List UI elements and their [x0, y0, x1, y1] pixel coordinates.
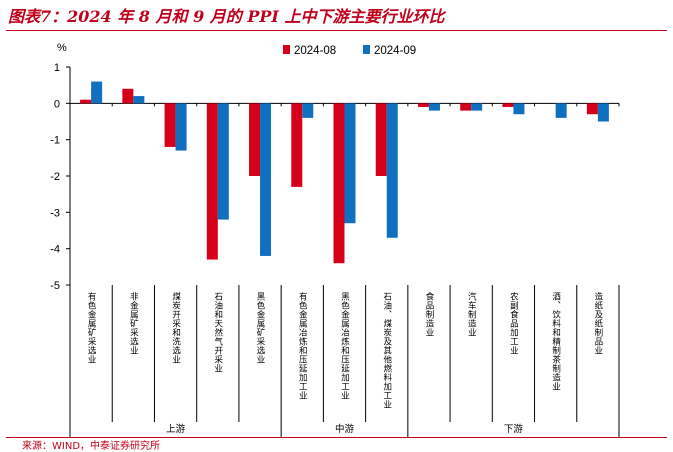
bar-series1	[333, 103, 345, 264]
bar-series2	[133, 96, 145, 104]
x-group-label: 中游	[335, 423, 355, 435]
bar-series2	[302, 103, 314, 118]
legend-swatch	[363, 45, 370, 54]
bar-series1	[417, 103, 429, 107]
chart-title: 图表7：2024 年 8 月和 9 月的 PPI 上中下游主要行业环比	[8, 7, 445, 26]
bar-series2	[260, 103, 272, 256]
bar-series1	[206, 103, 218, 260]
x-category-label: 非金属矿采选业	[128, 291, 138, 355]
legend-swatch	[283, 45, 290, 54]
bar-series1	[502, 103, 514, 107]
bar-series1	[249, 103, 261, 176]
y-axis-unit: %	[57, 42, 67, 54]
bar-series2	[175, 103, 187, 151]
bar-series2	[513, 103, 525, 115]
x-category-label: 酒、饮料和精制茶制造业	[551, 292, 561, 391]
y-tick-label: 0	[54, 98, 60, 110]
x-category-label: 石油、煤炭及其他燃料加工业	[382, 292, 392, 409]
bar-series2	[344, 103, 356, 224]
y-tick-label: -4	[50, 244, 60, 256]
x-category-label: 有色金属冶炼和压延加工业	[297, 291, 307, 400]
bar-series2	[217, 103, 229, 220]
x-category-label: 汽车制造业	[466, 291, 476, 337]
bar-series2	[597, 103, 609, 122]
x-category-label: 黑色金属冶炼和压延加工业	[340, 292, 350, 400]
x-category-label: 黑色金属矿采选业	[255, 292, 265, 364]
bar-series1	[586, 103, 598, 115]
bar-series1	[122, 88, 134, 104]
bar-series2	[386, 103, 398, 238]
legend-label: 2024-08	[294, 45, 336, 57]
y-tick-label: -5	[50, 280, 60, 292]
legend-label: 2024-09	[374, 45, 416, 57]
source-note: 来源：WIND，中泰证券研究所	[22, 441, 161, 452]
x-group-label: 下游	[504, 423, 524, 435]
x-group-label: 上游	[166, 423, 186, 435]
x-category-label: 有色金属矿采选业	[86, 291, 96, 364]
bar-series1	[80, 99, 92, 104]
bar-series2	[555, 103, 567, 118]
bar-series1	[164, 103, 176, 147]
title-divider	[6, 30, 667, 31]
y-tick-label: 1	[54, 62, 60, 74]
x-category-label: 造纸及纸制品业	[593, 291, 603, 355]
bar-series1	[291, 103, 303, 187]
bar-series2	[471, 103, 483, 111]
y-tick-label: -1	[50, 135, 60, 147]
x-category-label: 农副食品加工业	[508, 291, 518, 355]
y-tick-label: -3	[50, 207, 60, 219]
source-divider	[6, 437, 667, 438]
y-tick-label: -2	[50, 171, 60, 183]
x-category-label: 煤炭开采和洗选业	[171, 291, 181, 364]
bar-series1	[460, 103, 472, 111]
x-category-label: 食品制造业	[424, 291, 434, 337]
bar-series2	[428, 103, 440, 111]
x-category-label: 石油和天然气开采业	[213, 292, 223, 373]
bar-series2	[91, 81, 103, 104]
bar-series1	[375, 103, 387, 176]
